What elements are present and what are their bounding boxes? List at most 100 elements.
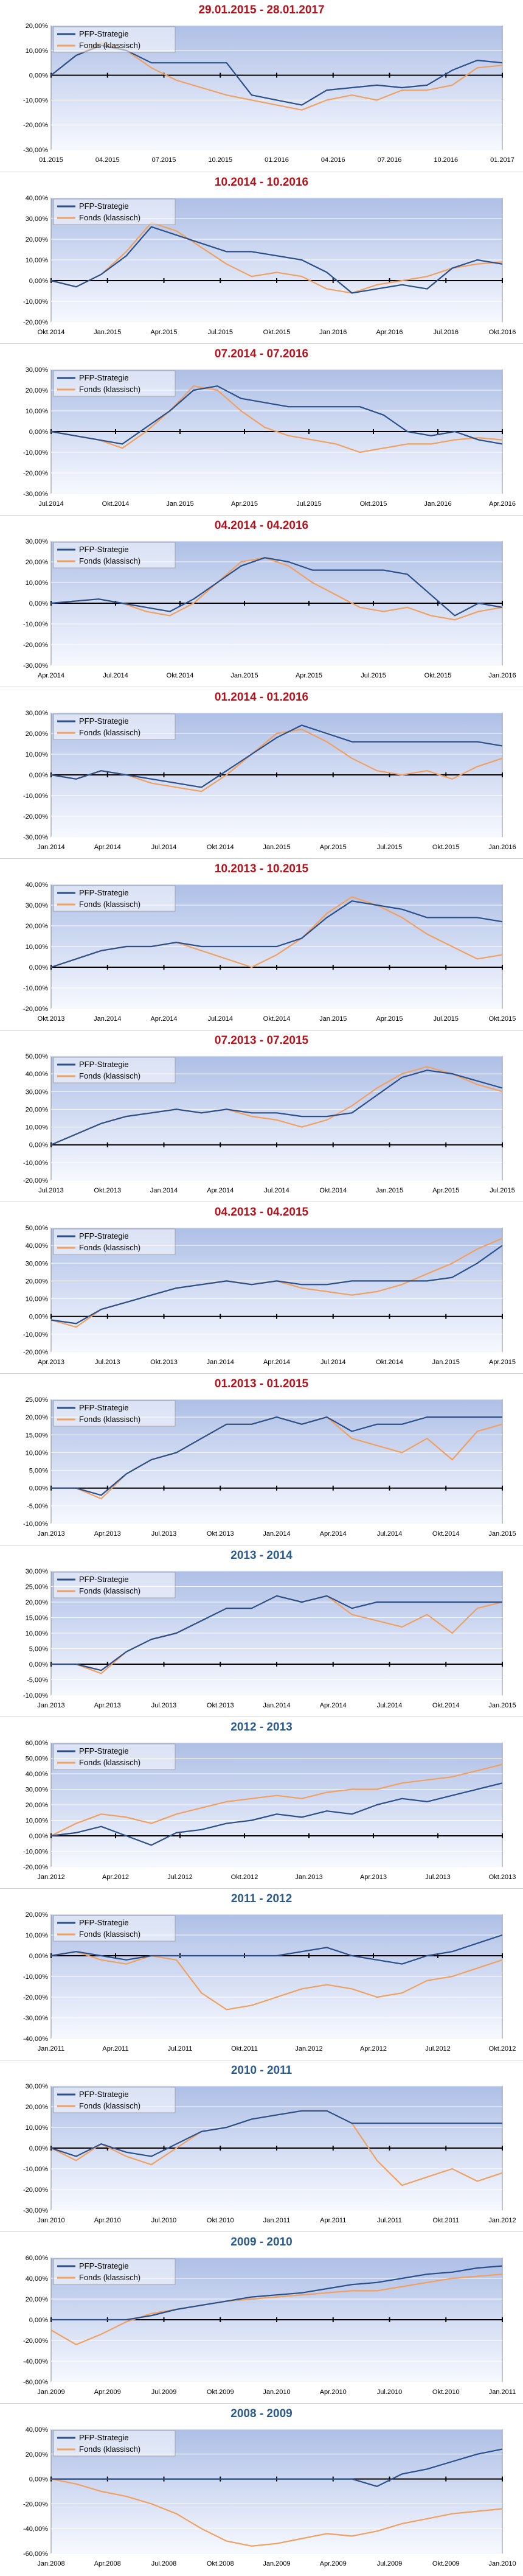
x-tick-label: Jan.2015 <box>263 844 290 851</box>
chart-title: 2010 - 2011 <box>230 2064 293 2077</box>
x-tick-label: Jan.2015 <box>488 1702 516 1709</box>
y-tick-label: 50,00% <box>26 1225 49 1232</box>
x-tick-label: Okt.2014 <box>167 672 194 679</box>
legend-label: PFP-Strategie <box>79 545 129 554</box>
x-tick-label: Okt.2014 <box>38 329 65 336</box>
y-tick-label: 20,00% <box>26 387 49 394</box>
chart-panel: 2012 - 2013 60,00% 50,00% 40,00% 30,00% 20,00… <box>0 1717 523 1888</box>
x-tick-label: 04.2016 <box>321 156 345 164</box>
y-tick-label: 10,00% <box>26 1124 49 1132</box>
legend: PFP-Strategie Fonds (klassisch) <box>53 26 176 53</box>
legend-box <box>53 2430 176 2457</box>
legend: PFP-Strategie Fonds (klassisch) <box>53 2430 176 2457</box>
x-tick-label: Jan.2014 <box>94 1015 121 1023</box>
series-line-strategy <box>50 724 503 788</box>
line-chart: 50,00% 40,00% 30,00% 20,00% 10,00% 0,00% -10,0… <box>23 1225 516 1366</box>
x-tick-label: Jan.2015 <box>432 1359 460 1366</box>
x-tick-label: Jul.2016 <box>433 329 459 336</box>
legend-box <box>53 542 176 569</box>
chart-panel: 29.01.2015 - 28.01.2017 20,00% 10,00% 0,00%… <box>0 0 523 172</box>
y-tick-label: 30,00% <box>26 1260 49 1267</box>
x-tick-label: Jan.2015 <box>376 1187 403 1194</box>
x-tick-label: Okt.2010 <box>432 2389 460 2396</box>
chart-panel: 2008 - 2009 40,00% 20,00% 0,00% -20,00% -40,0… <box>0 2403 523 2575</box>
x-tick-label: Apr.2013 <box>360 1874 387 1881</box>
legend-label: Fonds (klassisch) <box>79 2445 140 2454</box>
y-tick-label: 0,00% <box>29 429 48 436</box>
x-tick-label: Apr.2015 <box>320 844 347 851</box>
y-tick-label: 10,00% <box>26 943 49 951</box>
series-line-strategy <box>51 2265 503 2321</box>
line-chart: 25,00% 20,00% 15,00% 10,00% 5,00% 0,00% -5,00%… <box>23 1396 516 1538</box>
legend-label: PFP-Strategie <box>79 201 129 211</box>
legend-label: PFP-Strategie <box>79 1231 129 1241</box>
y-tick-label: 10,00% <box>26 751 49 758</box>
x-tick-label: Jan.2016 <box>488 672 516 679</box>
y-tick-label: 0,00% <box>29 72 48 80</box>
chart-panel: 07.2014 - 07.2016 30,00% 20,00% 10,00% 0,00%… <box>0 343 523 515</box>
y-tick-label: 10,00% <box>26 257 49 264</box>
y-tick-label: -20,00% <box>23 1349 48 1356</box>
y-tick-label: 20,00% <box>26 1911 49 1919</box>
x-tick-label: Jul.2012 <box>167 1874 193 1881</box>
y-tick-label: -10,00% <box>23 1160 48 1167</box>
x-tick-label: Okt.2015 <box>263 329 291 336</box>
x-tick-label: Jul.2013 <box>425 1874 451 1881</box>
x-tick-label: Apr.2013 <box>94 1530 121 1538</box>
legend: PFP-Strategie Fonds (klassisch) <box>53 198 176 225</box>
y-tick-label: 0,00% <box>29 1142 48 1149</box>
y-tick-label: 20,00% <box>26 559 49 566</box>
legend-label: Fonds (klassisch) <box>79 1758 140 1767</box>
y-tick-label: 20,00% <box>26 2451 49 2459</box>
y-tick-label: 0,00% <box>29 278 48 285</box>
legend-label: Fonds (klassisch) <box>79 1243 140 1252</box>
x-tick-label: Jan.2014 <box>207 1359 234 1366</box>
legend-box <box>53 1743 176 1770</box>
y-tick-label: -20,00% <box>23 470 48 477</box>
y-tick-label: 0,00% <box>29 1314 48 1321</box>
x-tick-label: Apr.2015 <box>231 500 258 508</box>
x-tick-label: 01.2016 <box>265 156 289 164</box>
y-tick-label: 10,00% <box>26 1296 49 1303</box>
y-tick-label: 20,00% <box>26 1599 49 1606</box>
x-tick-label: Apr.2010 <box>94 2217 121 2224</box>
y-tick-label: -20,00% <box>23 813 48 821</box>
x-tick-label: Okt.2014 <box>376 1359 403 1366</box>
y-tick-label: -5,00% <box>27 1503 48 1510</box>
x-tick-label: 10.2015 <box>208 156 232 164</box>
chart-title: 10.2013 - 10.2015 <box>214 863 309 875</box>
y-tick-label: 30,00% <box>26 215 49 223</box>
x-tick-label: Okt.2015 <box>432 844 460 851</box>
x-tick-label: Apr.2013 <box>38 1359 64 1366</box>
x-tick-label: Apr.2011 <box>102 2045 128 2053</box>
y-tick-label: 10,00% <box>26 579 49 587</box>
x-tick-label: Jul.2015 <box>207 329 233 336</box>
x-tick-label: Apr.2014 <box>263 1359 290 1366</box>
legend-label: PFP-Strategie <box>79 1575 129 1584</box>
y-tick-label: 20,00% <box>26 1106 49 1113</box>
chart-panel: 2010 - 2011 30,00% 20,00% 10,00% 0,00% -10,00… <box>0 2060 523 2231</box>
x-tick-label: Jan.2008 <box>37 2560 64 2567</box>
line-chart: 20,00% 10,00% 0,00% -10,00% -20,00% -30,00% -4… <box>23 1911 516 2053</box>
x-tick-label: Okt.2009 <box>432 2560 460 2567</box>
series-line-strategy <box>50 1934 503 1965</box>
legend-label: PFP-Strategie <box>79 888 129 897</box>
x-tick-label: Apr.2014 <box>150 1015 177 1023</box>
x-tick-label: Jul.2014 <box>207 1015 233 1023</box>
y-tick-label: -20,00% <box>23 1177 48 1185</box>
y-tick-label: -10,00% <box>23 985 48 992</box>
x-tick-label: Apr.2009 <box>94 2389 121 2396</box>
line-chart: 40,00% 30,00% 20,00% 10,00% 0,00% -10,00% -20,… <box>23 195 516 336</box>
y-tick-label: 10,00% <box>26 1449 49 1457</box>
y-tick-label: 0,00% <box>29 1833 48 1840</box>
x-tick-label: Apr.2014 <box>207 1187 234 1194</box>
y-tick-label: 20,00% <box>26 236 49 243</box>
legend-label: PFP-Strategie <box>79 1746 129 1755</box>
x-tick-label: Jul.2011 <box>168 2045 193 2053</box>
chart-panel: 01.2014 - 01.2016 30,00% 20,00% 10,00% 0,00%… <box>0 687 523 858</box>
x-tick-label: Jan.2015 <box>230 672 258 679</box>
x-tick-label: Jul.2014 <box>377 1530 403 1538</box>
legend-label: Fonds (klassisch) <box>79 2101 140 2110</box>
x-tick-label: Apr.2015 <box>376 1015 403 1023</box>
y-tick-label: 30,00% <box>26 2083 49 2090</box>
